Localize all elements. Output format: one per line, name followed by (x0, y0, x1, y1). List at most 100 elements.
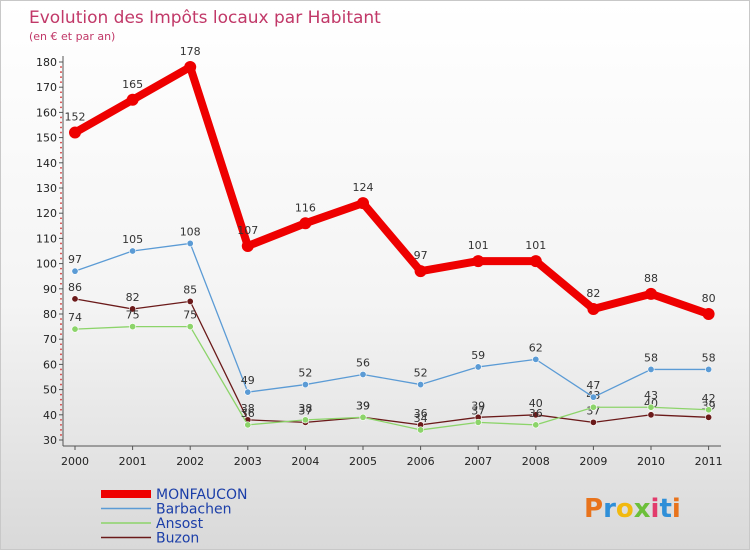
x-tick-label: 2007 (464, 455, 492, 468)
x-tick-label: 2003 (234, 455, 262, 468)
data-point (702, 308, 715, 320)
data-point (301, 416, 309, 424)
y-minor-dot (60, 76, 62, 79)
y-minor-dot (60, 368, 62, 371)
data-label: 62 (529, 341, 543, 354)
y-minor-dot (60, 308, 62, 310)
data-point (589, 393, 597, 401)
y-minor-dot (60, 202, 62, 205)
y-minor-dot (60, 383, 62, 386)
data-label: 88 (644, 272, 658, 285)
data-point (359, 370, 367, 378)
y-minor-dot (60, 277, 62, 280)
y-minor-dot (60, 182, 62, 184)
x-tick-label: 2001 (119, 455, 147, 468)
data-label: 75 (126, 309, 140, 322)
data-point (71, 295, 79, 303)
data-point (647, 365, 655, 373)
y-minor-dot (60, 267, 62, 270)
data-label: 42 (702, 392, 716, 405)
y-minor-dot (60, 156, 62, 159)
data-point (244, 421, 252, 429)
y-minor-dot (60, 151, 62, 154)
data-point (357, 197, 369, 210)
y-minor-dot (60, 247, 62, 250)
data-point (647, 403, 655, 411)
y-minor-dot (60, 217, 62, 220)
y-tick-label: 100 (36, 258, 57, 271)
data-label: 38 (298, 402, 312, 415)
data-label: 74 (68, 311, 82, 324)
y-minor-dot (60, 408, 62, 411)
y-minor-dot (60, 393, 62, 396)
x-tick-label: 2000 (61, 455, 89, 468)
y-tick-label: 90 (43, 283, 57, 296)
legend-item-buzon: Buzon (101, 531, 199, 547)
y-minor-dot (60, 252, 62, 255)
data-label: 97 (68, 253, 82, 266)
data-label: 38 (241, 402, 255, 415)
data-label: 58 (644, 351, 658, 364)
y-tick-label: 170 (36, 81, 57, 94)
data-point (645, 287, 657, 300)
data-label: 107 (237, 224, 258, 237)
y-tick-label: 180 (36, 56, 57, 69)
data-point (129, 305, 137, 313)
data-point (589, 403, 597, 411)
data-point (126, 93, 139, 106)
y-minor-dot (60, 358, 62, 361)
y-tick-label: 110 (36, 232, 57, 245)
y-minor-dot (60, 328, 62, 331)
data-label: 116 (295, 201, 316, 214)
data-point (474, 418, 482, 426)
y-minor-dot (60, 373, 62, 376)
data-point (705, 413, 713, 421)
y-minor-dot (60, 222, 62, 225)
y-tick-label: 40 (43, 409, 57, 422)
data-label: 37 (471, 404, 485, 417)
legend-label: Ansost (156, 516, 204, 532)
logo-letter: i (651, 494, 660, 524)
data-label: 82 (586, 287, 600, 300)
chart-title: Evolution des Impôts locaux par Habitant (29, 8, 381, 28)
data-point (587, 302, 600, 315)
y-minor-dot (60, 378, 62, 381)
data-label: 82 (126, 291, 140, 304)
y-minor-dot (60, 257, 62, 260)
y-minor-dot (60, 166, 62, 169)
y-tick-label: 80 (43, 308, 57, 321)
data-label: 56 (356, 356, 370, 369)
y-minor-dot (60, 146, 62, 149)
data-point (241, 239, 254, 252)
series-monfaucon: 152 165 178 107 116 124 97 101 101 82 88 80 (65, 45, 716, 320)
legend-label: Barbachen (156, 502, 231, 518)
y-tick-label: 30 (43, 434, 57, 447)
y-minor-dot (60, 232, 62, 235)
y-minor-dot (60, 101, 62, 104)
series-line (74, 298, 710, 426)
legend-label: Buzon (156, 531, 199, 547)
chart-subtitle: (en € et par an) (29, 30, 115, 43)
data-label: 101 (468, 239, 489, 252)
data-point (529, 255, 542, 268)
series-line (74, 325, 710, 431)
data-point (186, 297, 194, 305)
data-point (69, 126, 81, 139)
data-point (417, 426, 425, 434)
data-label: 34 (414, 412, 428, 425)
y-minor-dot (60, 177, 62, 179)
logo-letter: x (634, 494, 651, 524)
data-label: 108 (180, 225, 201, 238)
logo-letter: P (584, 494, 603, 524)
data-point (71, 325, 79, 333)
data-point (244, 388, 252, 396)
y-minor-dot (60, 348, 62, 351)
y-tick-label: 140 (36, 157, 57, 170)
data-label: 43 (644, 389, 658, 402)
y-minor-dot (60, 91, 62, 94)
legend-item-monfaucon: MONFAUCON (101, 487, 247, 503)
y-tick-label: 130 (36, 182, 57, 195)
x-tick-label: 2005 (349, 455, 377, 468)
y-minor-dot (60, 66, 62, 68)
